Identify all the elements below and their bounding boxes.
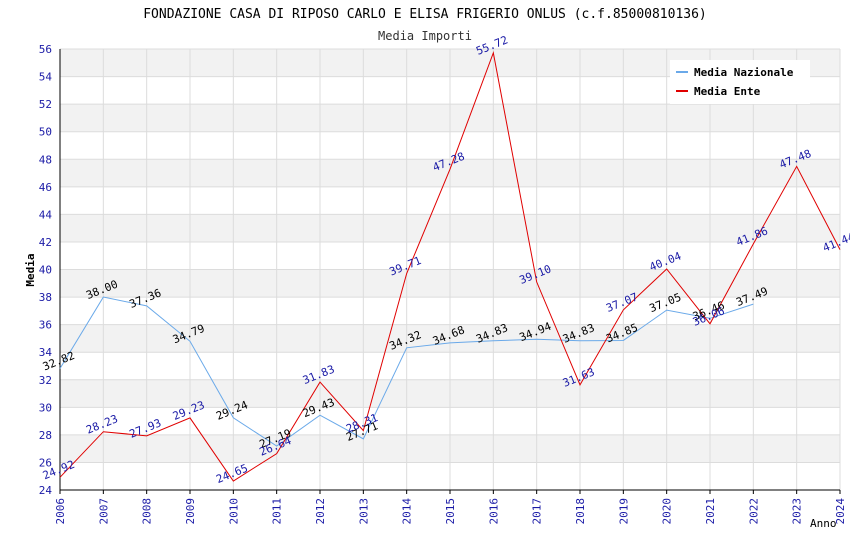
y-tick-label: 40 [39, 264, 52, 277]
x-axis-title: Anno [810, 517, 837, 530]
x-tick-label: 2010 [227, 498, 240, 525]
y-tick-label: 56 [39, 43, 52, 56]
legend: Media Nazionale Media Ente [670, 60, 810, 104]
y-tick-label: 48 [39, 153, 52, 166]
y-tick-label: 42 [39, 236, 52, 249]
x-tick-label: 2017 [531, 498, 544, 525]
y-tick-label: 44 [39, 208, 53, 221]
x-tick-label: 2022 [747, 498, 760, 525]
axes [59, 49, 841, 494]
x-tick-label: 2006 [54, 498, 67, 525]
series-line-nazionale [59, 296, 754, 447]
y-tick-label: 46 [39, 181, 52, 194]
y-tick-label: 32 [39, 374, 52, 387]
x-tick-labels: 2006 2007 2008 2009 2010 2011 2012 2013 2014 2015… [54, 498, 847, 525]
x-tick-label: 2014 [401, 498, 414, 525]
x-tick-label: 2007 [97, 498, 110, 525]
y-tick-label: 38 [39, 291, 52, 304]
y-tick-label: 54 [39, 71, 53, 84]
series-lines [59, 51, 841, 482]
x-tick-label: 2012 [314, 498, 327, 525]
x-tick-label: 2023 [791, 498, 804, 525]
x-tick-label: 2020 [661, 498, 674, 525]
x-tick-label: 2011 [271, 498, 284, 525]
series-line-ente [59, 51, 841, 482]
gridlines [59, 48, 841, 491]
chart-subtitle: Media Importi [378, 29, 472, 43]
chart-title: FONDAZIONE CASA DI RIPOSO CARLO E ELISA … [143, 7, 707, 22]
legend-label-ente: Media Ente [694, 85, 761, 98]
x-tick-label: 2021 [704, 498, 717, 525]
y-tick-label: 36 [39, 319, 52, 332]
y-tick-label: 50 [39, 126, 52, 139]
y-tick-label: 28 [39, 429, 52, 442]
y-tick-label: 30 [39, 401, 52, 414]
y-tick-labels: 24 26 28 30 32 34 36 38 40 42 44 46 48 50 52 54 56 [39, 43, 53, 497]
x-tick-label: 2009 [184, 498, 197, 525]
legend-box [670, 60, 810, 104]
legend-label-nazionale: Media Nazionale [694, 66, 794, 79]
x-tick-label: 2016 [487, 498, 500, 524]
x-tick-label: 2008 [141, 498, 154, 525]
x-tick-label: 2015 [444, 498, 457, 525]
y-tick-label: 26 [39, 456, 52, 469]
y-axis-title: Media [24, 253, 37, 286]
x-tick-label: 2013 [357, 498, 370, 525]
y-tick-label: 52 [39, 98, 52, 111]
x-tick-label: 2018 [574, 498, 587, 525]
x-tick-label: 2019 [617, 498, 630, 525]
x-tick-label: 2024 [834, 498, 847, 525]
y-tick-label: 24 [39, 484, 53, 497]
y-tick-label: 34 [39, 346, 53, 359]
